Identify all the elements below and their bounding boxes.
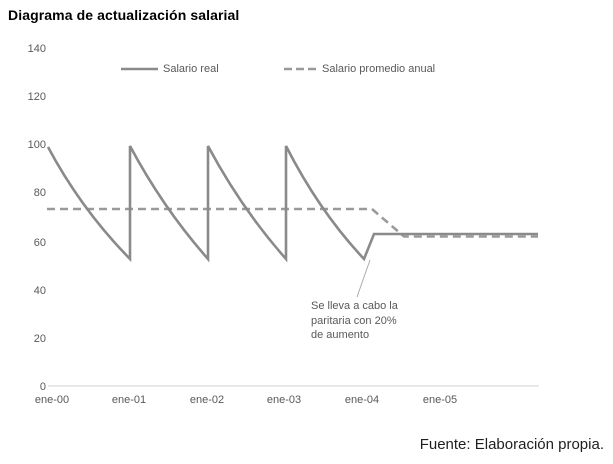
- y-tick-label: 40: [34, 285, 46, 297]
- y-tick-label: 20: [34, 333, 46, 345]
- y-tick-label: 120: [28, 91, 46, 103]
- y-tick-label: 0: [40, 381, 46, 393]
- annotation-text: Se lleva a cabo la paritaria con 20% de …: [311, 299, 431, 343]
- legend-label: Salario real: [163, 63, 219, 75]
- y-tick-label: 100: [28, 139, 46, 151]
- x-tick-label: ene-04: [345, 394, 379, 406]
- y-tick-label: 80: [34, 187, 46, 199]
- y-tick-label: 140: [28, 43, 46, 55]
- salario-real-line: [46, 145, 538, 263]
- annotation-leader-line: [356, 259, 371, 298]
- annotation-line: de aumento: [311, 329, 370, 341]
- solid-line-swatch-icon: [121, 67, 158, 71]
- legend-label: Salario promedio anual: [322, 63, 436, 75]
- chart-title: Diagrama de actualización salarial: [8, 7, 240, 23]
- salario-promedio-anual-line: [47, 207, 538, 238]
- legend-item-salario-promedio: Salario promedio anual: [284, 63, 435, 75]
- x-tick-label: ene-03: [267, 394, 301, 406]
- x-tick-label: ene-00: [35, 394, 69, 406]
- dashed-line-swatch-icon: [284, 67, 317, 71]
- annotation-line: Se lleva a cabo la: [311, 300, 398, 312]
- source-note: Fuente: Elaboración propia.: [419, 436, 604, 453]
- x-tick-label: ene-05: [423, 394, 457, 406]
- x-tick-label: ene-01: [112, 394, 146, 406]
- legend-item-salario-real: Salario real: [121, 63, 219, 75]
- annotation-line: paritaria con 20%: [311, 314, 397, 327]
- x-tick-label: ene-02: [190, 394, 224, 406]
- y-tick-label: 60: [34, 237, 46, 249]
